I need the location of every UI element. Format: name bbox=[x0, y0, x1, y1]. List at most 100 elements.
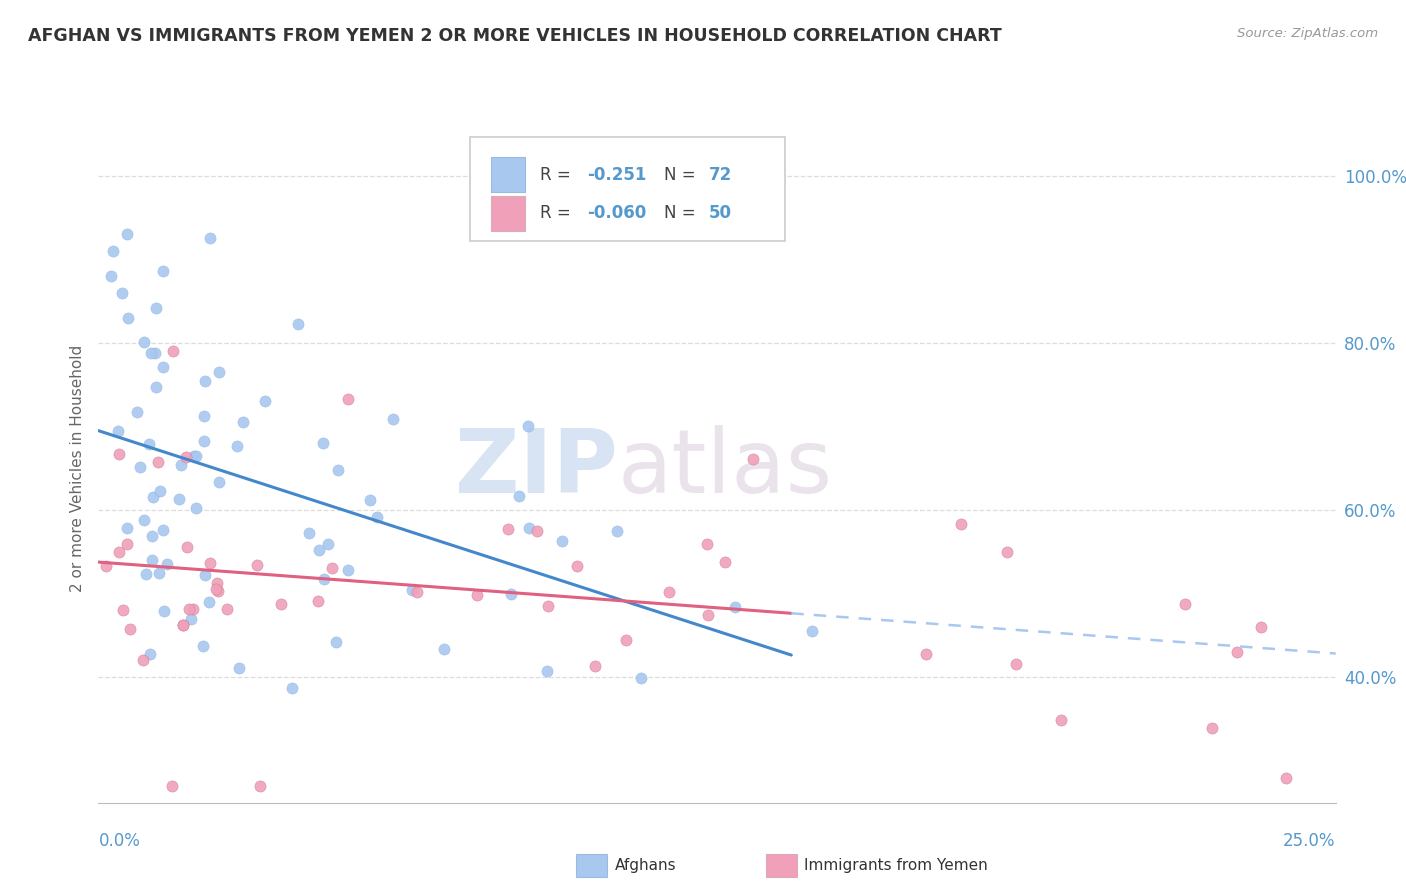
Point bbox=[915, 647, 938, 661]
Point bbox=[107, 447, 129, 461]
FancyBboxPatch shape bbox=[491, 196, 526, 231]
Point bbox=[228, 661, 250, 675]
Text: N =: N = bbox=[664, 204, 700, 222]
Point bbox=[129, 460, 152, 475]
Text: -0.251: -0.251 bbox=[588, 166, 647, 184]
Point bbox=[145, 301, 167, 315]
Point bbox=[115, 521, 138, 535]
Point bbox=[614, 633, 637, 648]
Text: R =: R = bbox=[540, 204, 576, 222]
Point bbox=[465, 588, 488, 602]
Point bbox=[312, 435, 335, 450]
Point bbox=[508, 490, 530, 504]
Point bbox=[180, 612, 202, 626]
Point bbox=[253, 393, 276, 408]
Point bbox=[139, 346, 162, 360]
Text: 25.0%: 25.0% bbox=[1284, 832, 1336, 850]
Point bbox=[583, 659, 606, 673]
Point bbox=[606, 524, 628, 538]
Point bbox=[321, 561, 343, 575]
Point bbox=[630, 671, 652, 685]
Point bbox=[143, 346, 166, 360]
Point bbox=[433, 642, 456, 657]
Point bbox=[117, 227, 139, 242]
Point bbox=[249, 779, 271, 793]
Point bbox=[194, 568, 217, 582]
Point bbox=[366, 509, 388, 524]
Point bbox=[724, 600, 747, 615]
Text: Immigrants from Yemen: Immigrants from Yemen bbox=[804, 858, 988, 872]
Point bbox=[204, 582, 226, 597]
Point bbox=[714, 555, 737, 569]
Text: 50: 50 bbox=[709, 204, 731, 222]
Point bbox=[226, 439, 249, 453]
Point bbox=[207, 583, 229, 598]
Point bbox=[312, 573, 335, 587]
Point bbox=[160, 779, 183, 793]
Point bbox=[111, 285, 134, 300]
Point bbox=[111, 603, 134, 617]
Y-axis label: 2 or more Vehicles in Household: 2 or more Vehicles in Household bbox=[69, 344, 84, 592]
Point bbox=[141, 553, 163, 567]
Point bbox=[696, 537, 718, 551]
Point bbox=[536, 599, 558, 613]
Text: -0.060: -0.060 bbox=[588, 204, 647, 222]
Point bbox=[193, 409, 215, 424]
Point bbox=[134, 334, 156, 349]
Point bbox=[337, 392, 360, 407]
Point bbox=[1050, 713, 1073, 727]
Point bbox=[198, 556, 221, 570]
Point bbox=[183, 449, 205, 463]
Point bbox=[107, 545, 129, 559]
Point bbox=[316, 536, 339, 550]
Point bbox=[103, 244, 125, 258]
Point bbox=[193, 640, 215, 654]
Text: 72: 72 bbox=[709, 166, 731, 184]
Text: R =: R = bbox=[540, 166, 576, 184]
Point bbox=[281, 681, 304, 696]
Point bbox=[186, 450, 208, 464]
Point bbox=[270, 597, 292, 611]
Point bbox=[658, 585, 681, 599]
Point bbox=[176, 540, 198, 554]
Point bbox=[176, 450, 198, 465]
Point bbox=[172, 618, 194, 632]
Point bbox=[152, 523, 174, 537]
Point bbox=[145, 379, 167, 393]
Point bbox=[995, 544, 1018, 558]
Point bbox=[217, 602, 239, 616]
Point bbox=[148, 566, 170, 581]
Point bbox=[198, 231, 221, 245]
Point bbox=[298, 525, 321, 540]
Point bbox=[536, 665, 558, 679]
FancyBboxPatch shape bbox=[491, 157, 526, 192]
Point bbox=[198, 595, 221, 609]
Text: atlas: atlas bbox=[619, 425, 834, 512]
Point bbox=[1275, 771, 1298, 785]
Point bbox=[193, 434, 215, 448]
Point bbox=[141, 529, 163, 543]
Point bbox=[517, 521, 540, 535]
Point bbox=[181, 602, 204, 616]
Point bbox=[1004, 657, 1026, 671]
Point bbox=[337, 563, 360, 577]
Point bbox=[551, 533, 574, 548]
Point bbox=[326, 463, 349, 477]
Point bbox=[117, 537, 139, 551]
Point bbox=[325, 634, 347, 648]
Point bbox=[107, 424, 129, 438]
Point bbox=[741, 451, 763, 466]
Point bbox=[232, 415, 254, 429]
Point bbox=[138, 436, 160, 450]
Point bbox=[205, 575, 228, 590]
Point bbox=[406, 585, 429, 599]
Point bbox=[382, 411, 405, 425]
Point bbox=[172, 618, 194, 632]
Point bbox=[401, 583, 423, 598]
Point bbox=[142, 490, 165, 504]
Point bbox=[152, 264, 174, 278]
Point bbox=[287, 317, 309, 331]
Point bbox=[208, 365, 231, 379]
Point bbox=[1250, 620, 1272, 634]
Point bbox=[152, 360, 174, 375]
